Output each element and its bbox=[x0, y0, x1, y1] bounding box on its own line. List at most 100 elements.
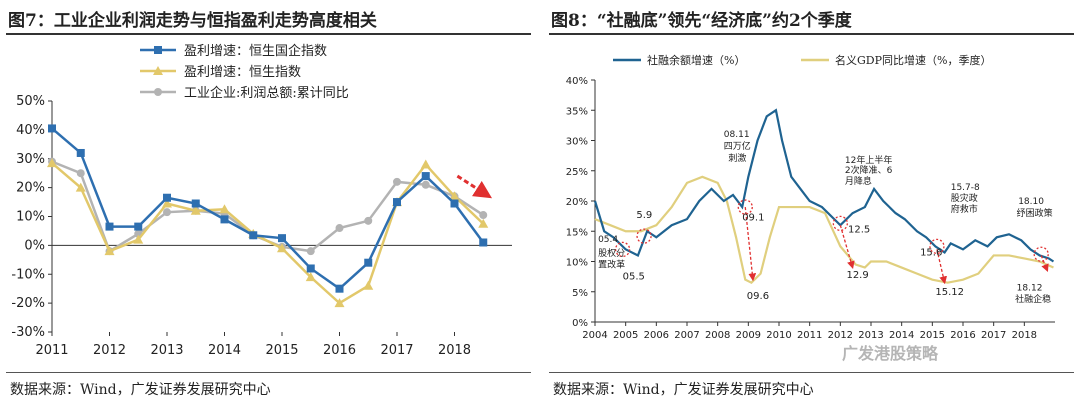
left-point-hsi bbox=[104, 246, 115, 256]
right-highlight-circle bbox=[636, 228, 652, 244]
right-y-tick-label: 20% bbox=[566, 197, 588, 208]
right-x-tick-label: 2007 bbox=[674, 330, 699, 341]
left-point-hsi bbox=[420, 159, 431, 169]
left-point-hsi bbox=[190, 205, 201, 215]
right-annotation: 05.4 bbox=[598, 235, 618, 245]
left-x-tick-label: 2018 bbox=[438, 343, 471, 358]
right-title-rule bbox=[549, 33, 1074, 35]
right-point-label: 15.6 bbox=[920, 247, 942, 258]
right-annotation: 18.12 bbox=[1017, 284, 1043, 294]
right-point-label: 12.5 bbox=[848, 224, 870, 235]
right-y-tick-label: 5% bbox=[572, 288, 588, 299]
left-legend-label: 工业企业:利润总额:累计同比 bbox=[184, 85, 349, 101]
right-x-tick-label: 2016 bbox=[950, 330, 975, 341]
left-point-hsi bbox=[47, 158, 57, 168]
right-annotation: 2次降准、6 bbox=[845, 164, 893, 176]
left-chart-svg: 50% 40% 30% 20% 10% 0% -10% -20% -30% 2011 2012 201… bbox=[11, 43, 512, 358]
left-point-industrial bbox=[335, 224, 344, 233]
left-x-tick-label: 2015 bbox=[265, 343, 298, 358]
left-point-industrial bbox=[479, 211, 488, 220]
right-annotation: 四万亿 bbox=[724, 140, 751, 152]
right-point-label: 09.6 bbox=[747, 291, 769, 302]
left-point-industrial bbox=[364, 216, 373, 225]
right-y-tick-label: 30% bbox=[566, 137, 588, 148]
left-legend-marker-hsce bbox=[154, 46, 162, 54]
left-point-hsce bbox=[220, 215, 229, 224]
left-y-tick-label: 0% bbox=[24, 238, 45, 253]
left-point-hsi bbox=[305, 272, 316, 282]
right-x-tick-label: 2018 bbox=[1012, 330, 1037, 341]
right-point-label: 09.1 bbox=[742, 212, 764, 223]
left-point-hsi bbox=[334, 298, 345, 308]
right-annotation: 纾困政策 bbox=[1017, 207, 1053, 219]
left-point-hsce bbox=[191, 199, 200, 208]
right-annotation: 08.11 bbox=[724, 130, 750, 140]
right-highlight-circle bbox=[832, 215, 848, 232]
right-annotation: 15.7-8 bbox=[951, 183, 980, 193]
right-x-tick-label: 2009 bbox=[736, 330, 761, 341]
left-point-hsi bbox=[363, 280, 374, 290]
left-point-hsce bbox=[163, 193, 171, 202]
left-point-hsi bbox=[449, 191, 460, 201]
left-x-tick-label: 2016 bbox=[323, 343, 356, 358]
left-point-hsi bbox=[277, 243, 287, 253]
right-x-tick-label: 2012 bbox=[828, 330, 853, 341]
right-lead-arrow bbox=[839, 225, 855, 270]
left-point-industrial bbox=[76, 169, 85, 178]
right-point-label: 15.12 bbox=[935, 287, 964, 298]
left-y-tick-label: -20% bbox=[11, 296, 45, 311]
left-chart-panel: 图7：工业企业利润走势与恒指盈利走势高度相关 50% 40% 30% 20% 10% 0%… bbox=[0, 0, 537, 407]
left-x-tick-label: 2013 bbox=[150, 343, 183, 358]
right-y-tick-label: 25% bbox=[566, 167, 588, 178]
right-y-tick-label: 35% bbox=[566, 106, 588, 117]
left-x-tick-label: 2014 bbox=[208, 343, 241, 358]
left-point-hsi bbox=[75, 182, 86, 192]
left-y-tick-label: 50% bbox=[16, 94, 45, 109]
left-point-hsce bbox=[421, 172, 430, 181]
right-y-tick-label: 0% bbox=[572, 318, 588, 329]
left-point-hsce bbox=[76, 148, 85, 157]
right-series-line-gdp bbox=[594, 175, 1054, 285]
right-y-tick-label: 40% bbox=[566, 76, 588, 87]
right-lead-arrow bbox=[936, 249, 947, 285]
right-highlight-circle bbox=[929, 238, 945, 255]
left-chart-title: 图7：工业企业利润走势与恒指盈利走势高度相关 bbox=[8, 11, 377, 31]
left-legend-label: 盈利增速：恒生国企指数 bbox=[184, 43, 327, 59]
left-point-industrial bbox=[306, 247, 315, 256]
right-point-label: 12.9 bbox=[846, 270, 868, 281]
right-chart-source: 数据来源：Wind，广发证券发展研究中心 bbox=[553, 382, 814, 398]
left-point-hsce bbox=[393, 198, 401, 207]
right-annotation: 置改革 bbox=[598, 259, 625, 271]
left-point-hsi bbox=[219, 204, 230, 214]
right-highlight-circle bbox=[737, 199, 753, 215]
right-chart-title: 图8：“社融底”领先“经济底”约2个季度 bbox=[551, 11, 852, 31]
left-chart-source: 数据来源：Wind，广发证券发展研究中心 bbox=[10, 382, 271, 398]
right-x-tick-label: 2011 bbox=[797, 330, 822, 341]
right-x-tick-label: 2006 bbox=[644, 330, 669, 341]
left-point-hsce bbox=[335, 284, 344, 293]
right-annotation: 股权分 bbox=[598, 247, 625, 259]
left-point-hsi bbox=[478, 218, 489, 228]
watermark-text: 广发港股策略 bbox=[842, 344, 939, 363]
left-legend-label: 盈利增速：恒生指数 bbox=[184, 65, 301, 80]
right-annotation: 12年上半年 bbox=[845, 154, 892, 166]
left-point-hsce bbox=[134, 222, 143, 231]
right-annotation: 社融企稳 bbox=[1015, 293, 1051, 305]
left-title-rule bbox=[6, 33, 531, 35]
left-point-hsce bbox=[306, 264, 315, 273]
left-series-line-hsi bbox=[51, 162, 485, 305]
right-legend-label: 名义GDP同比增速（%，季度） bbox=[835, 53, 991, 67]
left-x-tick-label: 2011 bbox=[35, 343, 68, 358]
left-point-industrial bbox=[421, 180, 430, 189]
left-y-tick-label: 10% bbox=[16, 210, 45, 225]
right-point-label: 5.9 bbox=[636, 210, 652, 221]
left-point-hsce bbox=[249, 231, 258, 240]
left-series-line-hsce bbox=[51, 127, 485, 291]
left-legend-marker-hsi bbox=[153, 66, 163, 75]
left-y-tick-label: -30% bbox=[11, 325, 45, 340]
right-x-tick-label: 2013 bbox=[858, 330, 883, 341]
right-highlight-circle bbox=[614, 241, 631, 258]
left-point-hsce bbox=[364, 258, 373, 267]
right-legend-label: 社融余额增速（%） bbox=[647, 53, 745, 67]
left-x-tick-label: 2012 bbox=[93, 343, 126, 358]
